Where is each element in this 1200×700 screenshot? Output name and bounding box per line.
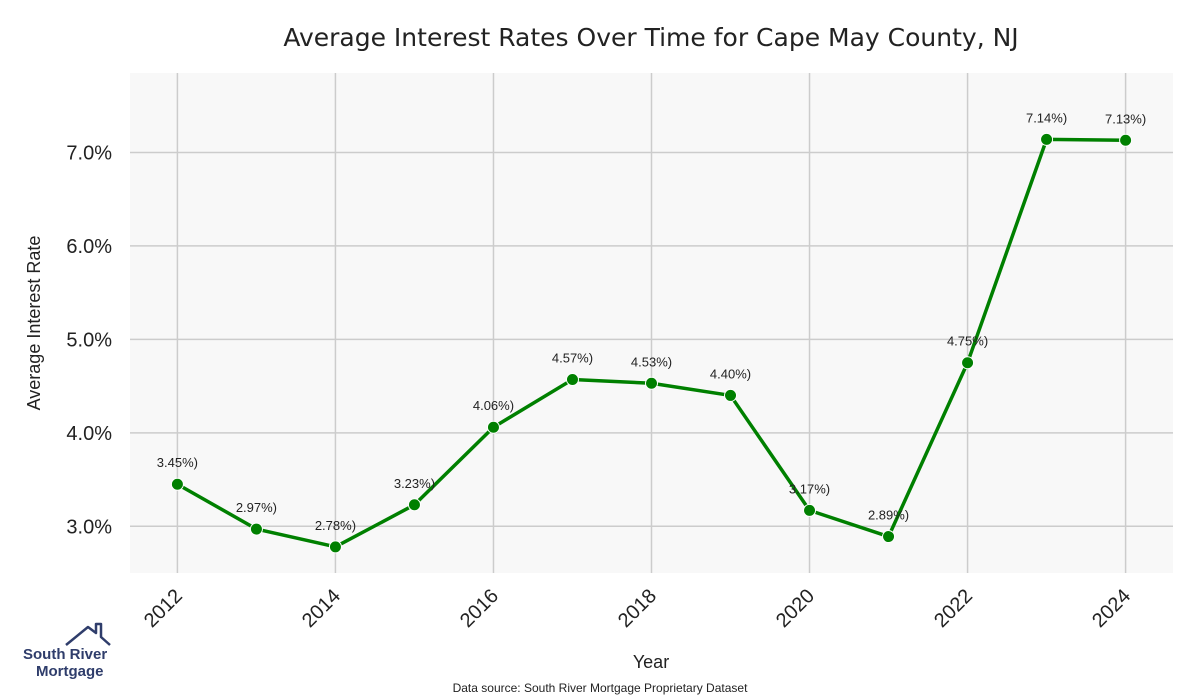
data-label: 4.06%) [473,398,514,413]
data-point [961,356,975,370]
data-label: 2.89%) [868,508,909,523]
data-point [1119,133,1133,147]
data-label: 4.57%) [552,351,593,366]
x-axis-ticks: 2012 2014 2016 2018 2020 2022 2024 [140,585,1135,632]
data-point [249,522,263,536]
y-tick-label: 3.0% [66,516,112,538]
data-label: 4.75%) [947,334,988,349]
x-tick-label: 2022 [930,585,977,632]
brand-logo: South River Mortgage [23,622,111,680]
data-point [170,477,184,491]
series-line-layer [170,132,1133,554]
data-label: 4.40%) [710,366,751,381]
data-label: 2.78%) [315,518,356,533]
x-tick-label: 2016 [456,585,503,632]
logo-line-2: Mortgage [36,663,104,680]
x-axis-label: Year [633,652,669,672]
x-tick-label: 2012 [140,585,187,632]
y-tick-label: 4.0% [66,423,112,445]
chart-title: Average Interest Rates Over Time for Cap… [283,23,1018,52]
y-axis-label: Average Interest Rate [24,236,44,411]
data-point [486,420,500,434]
y-tick-label: 7.0% [66,142,112,164]
data-point [803,503,817,517]
house-roof-icon [65,622,111,646]
data-label: 4.53%) [631,354,672,369]
x-tick-label: 2018 [614,585,661,632]
x-tick-label: 2020 [772,585,819,632]
y-axis-ticks: 3.0% 4.0% 5.0% 6.0% 7.0% [66,142,112,538]
data-point [1040,132,1054,146]
x-tick-label: 2014 [298,585,345,632]
logo-line-1: South River [23,646,107,663]
data-point [565,373,579,387]
y-tick-label: 6.0% [66,236,112,258]
grid-lines [130,73,1173,573]
data-label: 3.17%) [789,481,830,496]
data-source-note: Data source: South River Mortgage Propri… [453,681,748,695]
data-label: 7.13%) [1105,111,1146,126]
y-tick-label: 5.0% [66,329,112,351]
data-point [328,540,342,554]
data-label: 7.14%) [1026,110,1067,125]
data-labels: 3.45%) 2.97%) 2.78%) 3.23%) 4.06%) 4.57%) 4.53… [157,110,1146,532]
data-label: 3.45%) [157,455,198,470]
data-label: 2.97%) [236,500,277,515]
x-tick-label: 2024 [1088,585,1135,632]
data-point [407,498,421,512]
data-point [882,530,896,544]
data-label: 3.23%) [394,476,435,491]
data-point [724,388,738,402]
data-point [645,376,658,390]
